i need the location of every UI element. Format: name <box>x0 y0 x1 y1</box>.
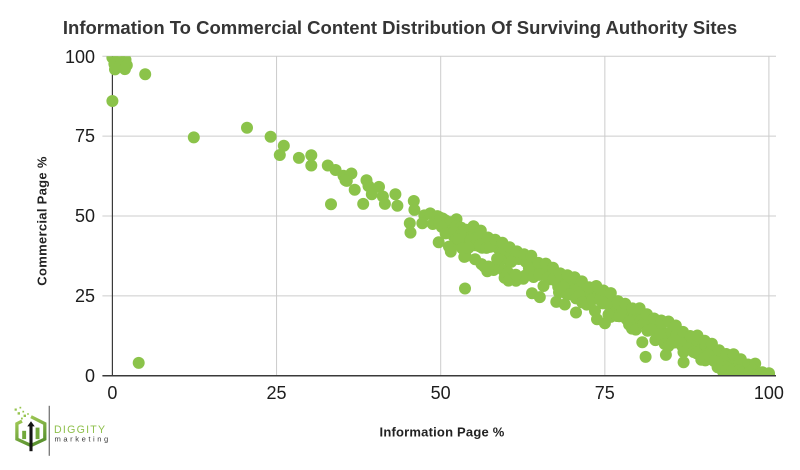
svg-text:DIGGITY: DIGGITY <box>54 424 106 436</box>
svg-text:marketing: marketing <box>55 435 111 444</box>
